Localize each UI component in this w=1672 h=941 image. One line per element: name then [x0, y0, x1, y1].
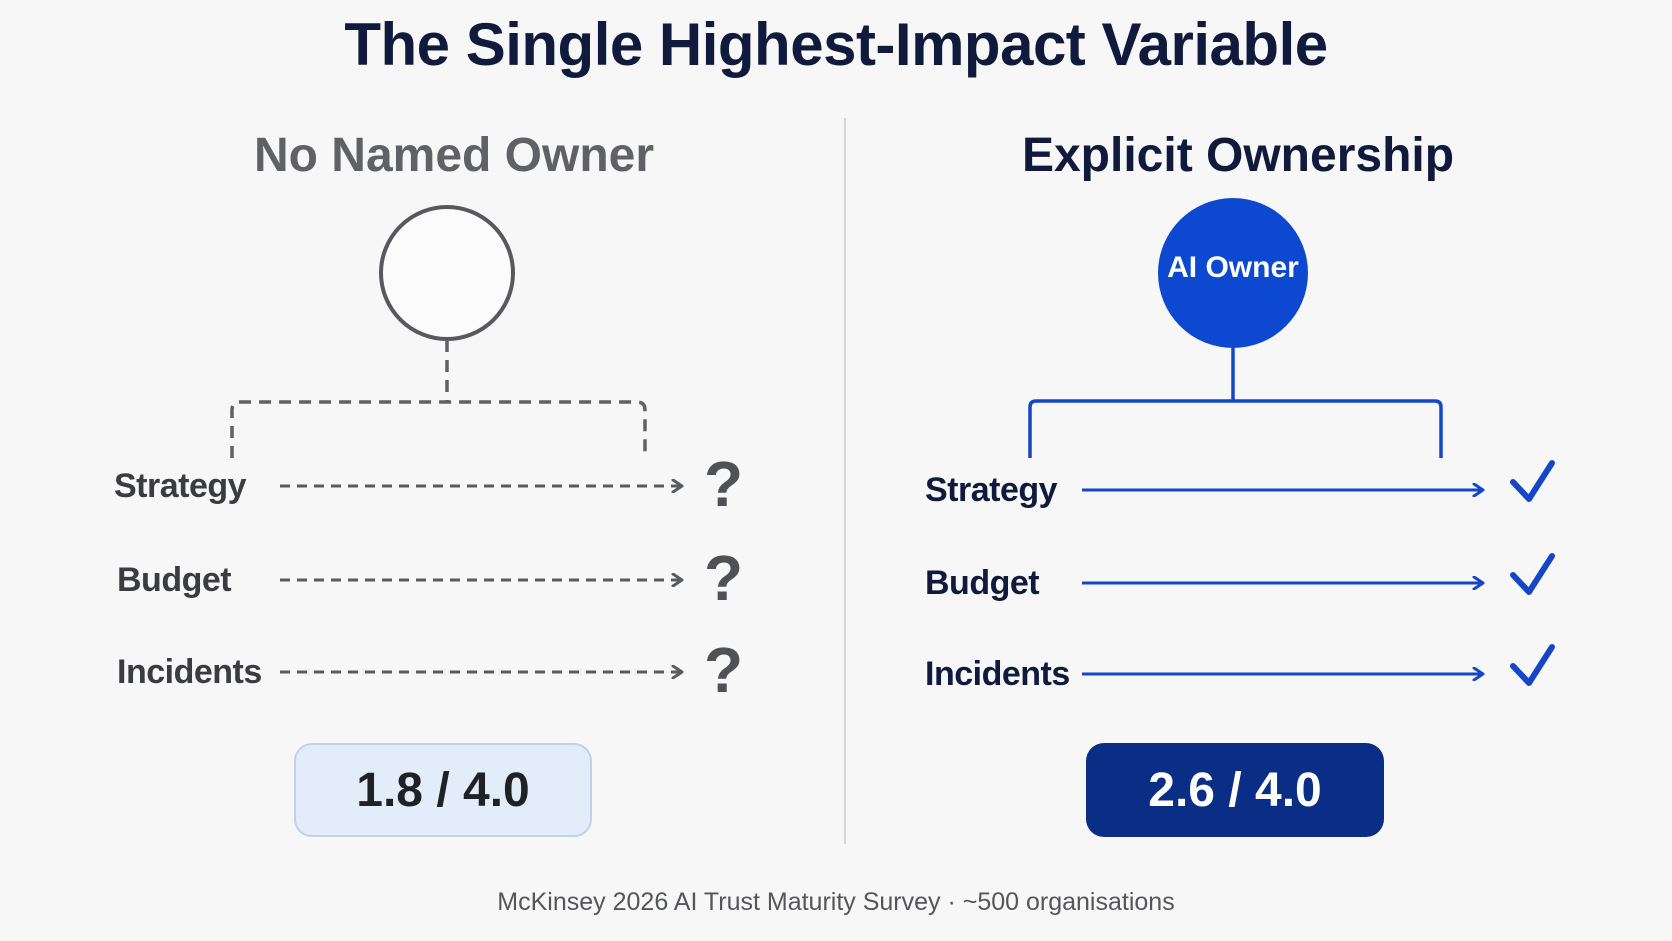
question-icon-budget: ?: [704, 542, 744, 614]
question-icon-strategy: ?: [704, 448, 744, 520]
score-badge-no-owner: 1.8 / 4.0: [294, 743, 592, 837]
score-badge-explicit-owner: 2.6 / 4.0: [1086, 743, 1384, 837]
right-row-budget: Budget: [925, 564, 1040, 602]
left-dashed-tree: [230, 340, 647, 458]
right-heading: Explicit Ownership: [1021, 129, 1455, 182]
page-title: The Single Highest-Impact Variable: [344, 11, 1328, 78]
empty-owner-circle: [379, 205, 515, 341]
left-heading: No Named Owner: [253, 129, 655, 182]
right-row-incidents: Incidents: [925, 655, 1070, 693]
right-solid-tree: [1028, 348, 1443, 458]
ai-owner-circle: [1158, 198, 1308, 348]
left-row-strategy: Strategy: [114, 467, 247, 505]
check-icon-incidents: [1510, 644, 1555, 686]
ai-owner-label: AI Owner: [1167, 251, 1299, 284]
left-row-budget: Budget: [117, 561, 232, 599]
left-row-incidents: Incidents: [117, 653, 262, 691]
question-icon-incidents: ?: [704, 634, 744, 706]
check-icon-strategy: [1510, 460, 1555, 502]
panel-divider: [844, 118, 846, 844]
check-icon-budget: [1510, 553, 1555, 595]
right-row-strategy: Strategy: [925, 471, 1058, 509]
source-footnote: McKinsey 2026 AI Trust Maturity Survey ·…: [497, 888, 1175, 916]
